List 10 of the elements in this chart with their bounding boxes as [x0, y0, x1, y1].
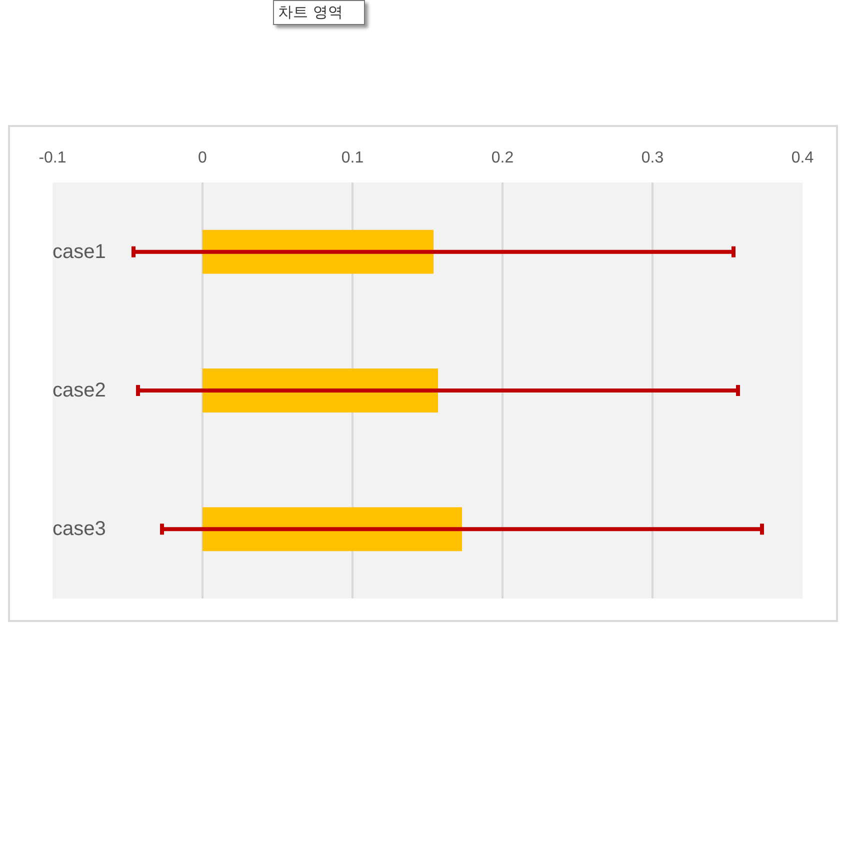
x-tick-label: -0.1	[38, 150, 66, 166]
x-tick-label: 0.1	[341, 150, 364, 166]
y-tick-label: case2	[52, 380, 106, 402]
x-tick-label: 0.3	[641, 150, 664, 166]
x-tick-label: 0.4	[791, 150, 814, 166]
x-tick-label: 0	[198, 150, 208, 166]
y-tick-label: case1	[52, 240, 106, 263]
x-tick-label: 0.2	[491, 150, 514, 166]
y-tick-label: case3	[52, 518, 106, 540]
text: 차트 영역	[278, 2, 343, 23]
